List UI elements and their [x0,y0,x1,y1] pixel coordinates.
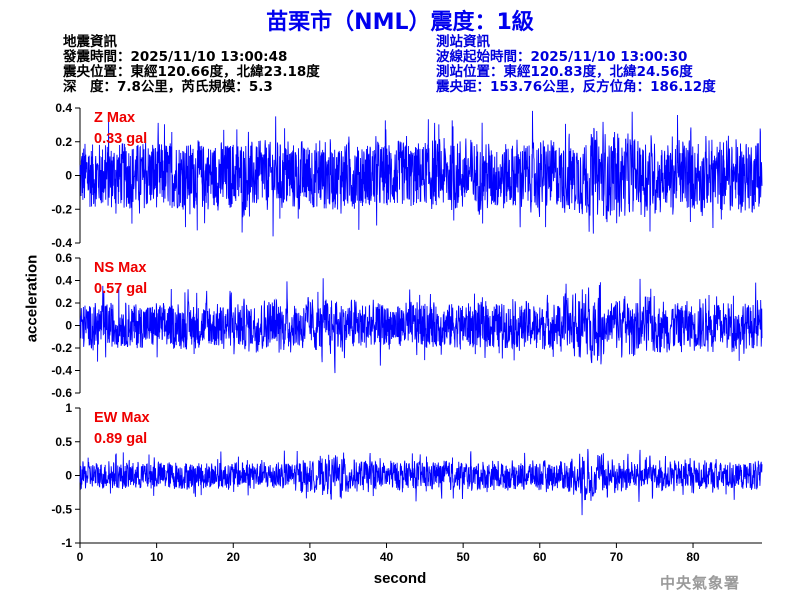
y-tick-label: -1 [61,536,72,550]
y-tick-label: 0.2 [55,135,72,149]
origin-time: 發震時間：2025/11/10 13:00:48 [63,49,288,65]
panel-ns: -0.6 -0.4 -0.2 0 0.2 0.4 0.6 NS Max 0.57 gal [51,251,763,400]
x-tick-label: 60 [533,550,547,564]
max-label-z: Z Max [94,110,135,126]
epicentral-distance: 震央距：153.76公里，反方位角：186.12度 [436,79,716,95]
x-axis-label: second [373,570,427,587]
x-tick-label: 50 [456,550,470,564]
station-info-heading: 測站資訊 [436,34,490,50]
max-label-ns: NS Max [94,260,146,276]
panel-z: -0.4 -0.2 0 0.2 0.4 Z Max 0.33 gal [51,101,763,250]
max-value-z: 0.33 gal [94,131,147,147]
depth-magnitude: 深 度：7.8公里，芮氏規模：5.3 [63,79,273,95]
y-tick-label: 0 [65,169,72,183]
wave-start-time: 波線起始時間：2025/11/10 13:00:30 [436,49,688,65]
max-label-ew: EW Max [94,410,150,426]
panel-ew: -1 -0.5 0 0.5 1 EW Max 0.89 gal [51,401,763,550]
chart-title: 苗栗市（NML）震度：1級 [266,10,534,35]
agency-credit: 中央氣象署 [659,574,740,592]
x-tick-label: 30 [303,550,317,564]
y-tick-label: -0.6 [51,386,72,400]
station-location: 測站位置：東經120.83度，北緯24.56度 [436,64,693,80]
x-tick-label: 20 [227,550,241,564]
y-axis-label: acceleration [23,254,41,343]
y-tick-label: 0.6 [55,251,72,265]
earthquake-info: 地震資訊 發震時間：2025/11/10 13:00:48 震央位置：東經120… [63,35,320,95]
y-tick-label: -0.2 [51,341,72,355]
x-tick-label: 0 [77,550,84,564]
y-tick-label: 1 [65,401,72,415]
earthquake-info-heading: 地震資訊 [63,34,117,50]
station-info: 測站資訊 波線起始時間：2025/11/10 13:00:30 測站位置：東經1… [436,35,716,95]
epicenter-location: 震央位置：東經120.66度，北緯23.18度 [63,64,320,80]
x-tick-label: 10 [150,550,164,564]
y-tick-label: -0.4 [51,236,72,250]
x-tick-label: 80 [686,550,700,564]
y-tick-label: -0.5 [51,502,72,516]
y-tick-label: 0 [65,469,72,483]
x-tick-label: 70 [610,550,624,564]
y-tick-label: 0 [65,319,72,333]
x-tick-label: 40 [380,550,394,564]
y-tick-label: -0.2 [51,202,72,216]
y-tick-label: 0.5 [55,435,72,449]
trace-ew [79,448,763,516]
y-tick-label: -0.4 [51,364,72,378]
trace-z [79,110,763,237]
y-tick-label: 0.4 [55,274,72,288]
y-tick-label: 0.4 [55,101,72,115]
trace-ns [79,278,763,374]
max-value-ew: 0.89 gal [94,431,147,447]
y-tick-label: 0.2 [55,296,72,310]
max-value-ns: 0.57 gal [94,281,147,297]
